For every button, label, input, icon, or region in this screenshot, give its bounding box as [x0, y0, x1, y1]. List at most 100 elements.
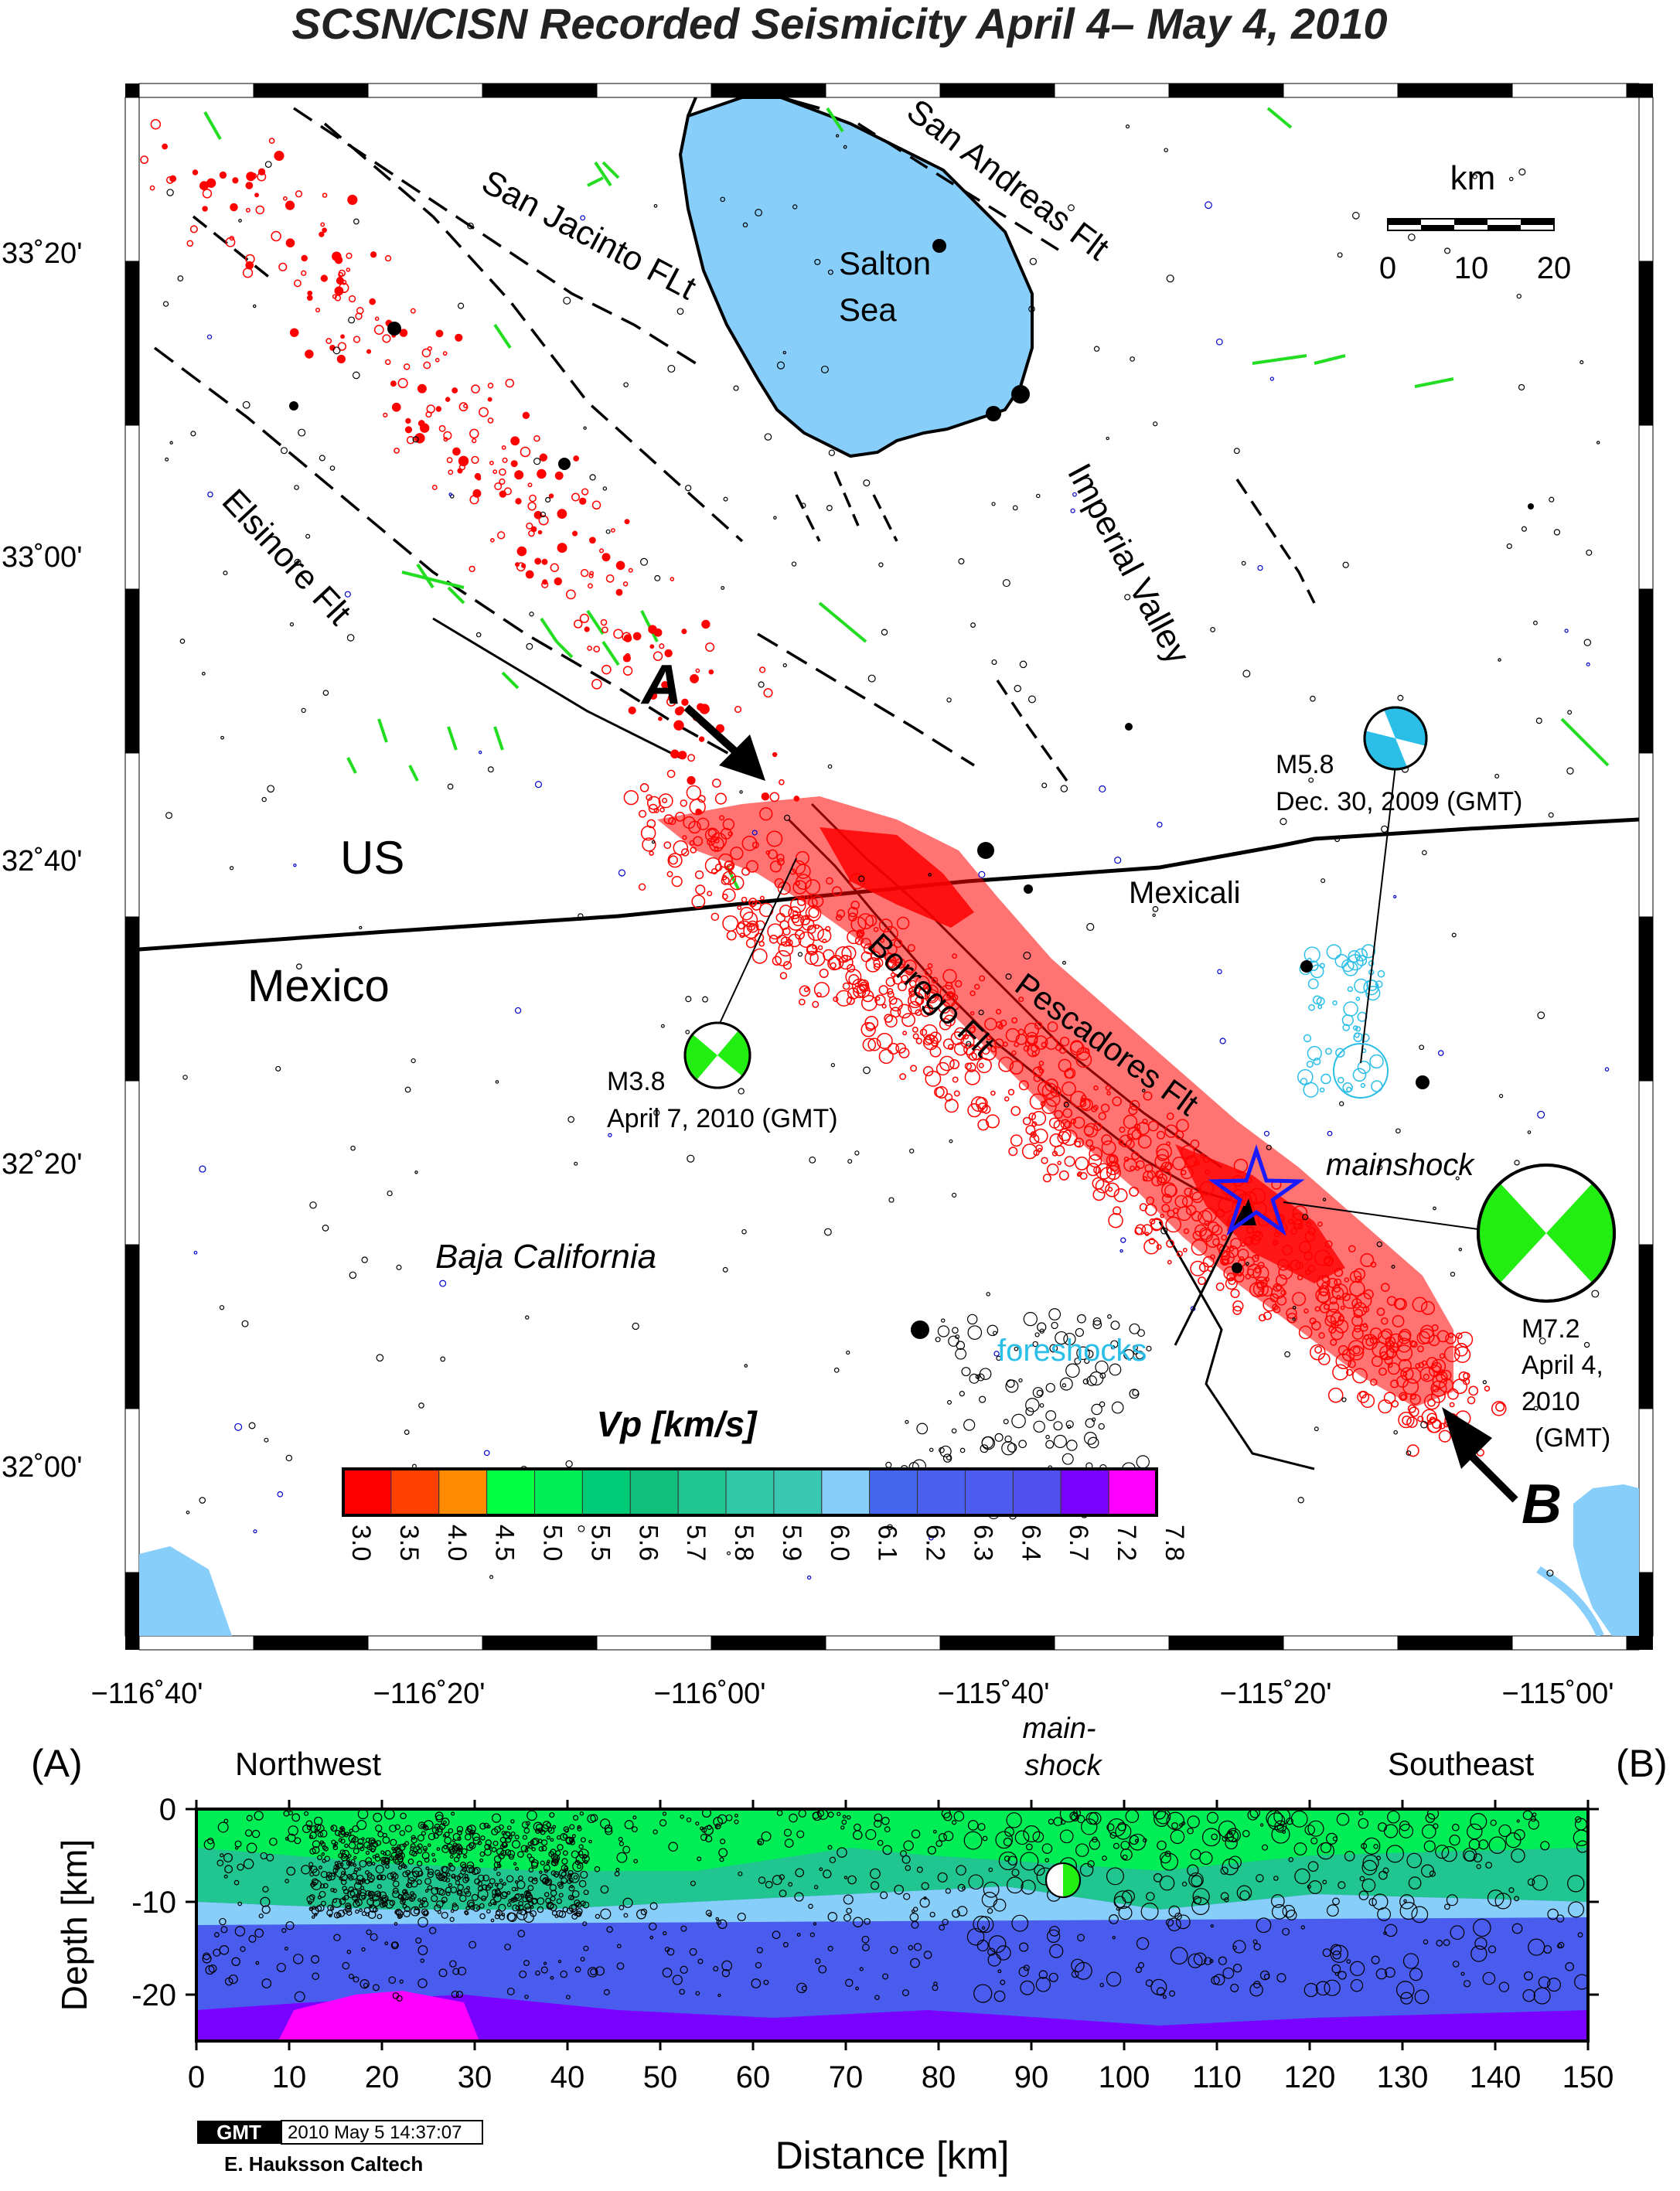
colorbar-label: 6.1 [873, 1525, 902, 1561]
lat-tick-label: 32˚20' [2, 1148, 82, 1181]
section-xtick-label: 0 [188, 2060, 205, 2094]
colorbar-swatch [1012, 1468, 1062, 1516]
section-xtick-label: 110 [1192, 2060, 1242, 2094]
southeast-label: Southeast [1388, 1746, 1534, 1782]
lon-tick-label: −115˚40' [938, 1678, 1050, 1710]
colorbar-label: 6.4 [1016, 1525, 1045, 1561]
colorbar-swatch [390, 1468, 440, 1516]
colorbar-swatch [342, 1468, 392, 1516]
m72-date-2: 2010 [1522, 1387, 1580, 1416]
section-xtick-label: 50 [643, 2060, 678, 2094]
colorbar-label: 4.0 [442, 1525, 472, 1561]
colorbar-label: 6.2 [921, 1525, 950, 1561]
sea-label: Sea [839, 291, 897, 328]
section-mainshock-1: main- [1022, 1712, 1096, 1745]
section-right-label: (B) [1616, 1742, 1668, 1785]
colorbar-swatch [773, 1468, 823, 1516]
scale-title: km [1450, 159, 1496, 197]
salton-sea [678, 97, 1034, 458]
map-panel: San Andreas Flt San Jacinto FLt Salton S… [2, 83, 1654, 1710]
mexicali-label: Mexicali [1129, 876, 1240, 910]
footer: GMT 2010 May 5 14:37:07 E. Hauksson Calt… [197, 2120, 483, 2176]
section-ytick-label: -10 [131, 1886, 176, 1920]
profile-arrows [683, 704, 1518, 1503]
colorbar-label: 6.7 [1064, 1525, 1093, 1561]
foreshocks-label: foreshocks [997, 1334, 1147, 1368]
section-xtick-label: 90 [1014, 2060, 1049, 2094]
section-xtick-label: 70 [829, 2060, 864, 2094]
m38-mag: M3.8 [607, 1067, 666, 1096]
colorbar-label: 6.3 [968, 1525, 997, 1561]
lon-tick-label: −116˚20' [373, 1678, 486, 1710]
colorbar-swatch [917, 1468, 966, 1516]
mexico-label: Mexico [247, 961, 390, 1011]
section-left-label: (A) [31, 1742, 83, 1785]
profile-a-label: A [640, 654, 682, 716]
colorbar-label: 5.6 [633, 1525, 663, 1561]
colorbar-swatch [869, 1468, 918, 1516]
lat-tick-label: 33˚00' [2, 541, 82, 574]
colorbar-swatch [725, 1468, 775, 1516]
us-label: US [340, 832, 404, 884]
m72-mag: M7.2 [1522, 1314, 1580, 1344]
scale-tick-10: 10 [1454, 251, 1489, 285]
colorbar-label: 5.8 [729, 1525, 758, 1561]
cross-section-panel: (A) (B) Northwest Southeast main- shock … [31, 1712, 1668, 2177]
lon-tick-label: −116˚00' [654, 1678, 766, 1710]
scale-tick-20: 20 [1537, 251, 1572, 285]
section-xtick-label: 120 [1284, 2060, 1336, 2094]
colorbar-label: 3.0 [346, 1525, 376, 1561]
lake-bottom-left [139, 1546, 232, 1636]
lon-tick-label: −115˚00' [1502, 1678, 1614, 1710]
lat-tick-label: 33˚20' [2, 237, 82, 270]
colorbar-swatch [1060, 1468, 1109, 1516]
colorbar-swatch [677, 1468, 727, 1516]
section-xtick-label: 80 [922, 2060, 956, 2094]
colorbar-swatch [821, 1468, 871, 1516]
lat-tick-label: 32˚40' [2, 845, 82, 877]
section-xtick-label: 30 [458, 2060, 492, 2094]
colorbar-swatch [1108, 1468, 1157, 1516]
colorbar-label: 3.5 [394, 1525, 424, 1561]
colorbar-swatch [486, 1468, 536, 1516]
section-beachball-icon [1045, 1862, 1081, 1898]
m38-date: April 7, 2010 (GMT) [607, 1104, 838, 1133]
footer-timestamp: 2010 May 5 14:37:07 [288, 2122, 462, 2143]
colorbar-swatch [438, 1468, 488, 1516]
section-xlabel: Distance [km] [775, 2134, 1010, 2177]
section-xtick-label: 130 [1377, 2060, 1429, 2094]
section-mainshock-2: shock [1024, 1750, 1102, 1782]
mainshock-star-icon [1208, 1144, 1305, 1236]
scale-bar: km 0 10 20 [1379, 159, 1571, 285]
section-xtick-label: 100 [1099, 2060, 1150, 2094]
northwest-label: Northwest [235, 1746, 381, 1782]
colorbar-swatch [629, 1468, 679, 1516]
gulf-water [1573, 1484, 1639, 1636]
latitude-labels: 33˚20' 33˚00' 32˚40' 32˚20' 32˚00' [2, 237, 82, 1484]
event-labels: M5.8 Dec. 30, 2009 (GMT) M3.8 April 7, 2… [607, 750, 1610, 1453]
scale-tick-0: 0 [1379, 251, 1396, 285]
colorbar-swatch [534, 1468, 583, 1516]
velocity-colorbar: Vp [km/s] 3.0 3.5 4.0 4.5 5.0 5.5 5.6 5.7 5.8 5.9… [342, 1404, 1189, 1561]
section-xtick-label: 40 [550, 2060, 585, 2094]
colorbar-label: 5.5 [585, 1525, 615, 1561]
section-ytick-label: 0 [159, 1793, 176, 1827]
beachball-m72-icon [1477, 1164, 1616, 1303]
m58-date: Dec. 30, 2009 (GMT) [1276, 787, 1522, 816]
green-faults [203, 107, 1610, 890]
colorbar-label: 5.9 [777, 1525, 806, 1561]
section-axis-ticks: 0 10 20 30 40 50 60 70 80 90 100 110 120 130 140 150 0 -1… [131, 1793, 1614, 2094]
footer-credit: E. Hauksson Caltech [224, 2152, 423, 2176]
figure-title: SCSN/CISN Recorded Seismicity April 4– M… [291, 0, 1387, 48]
colorbar-swatch [964, 1468, 1014, 1516]
salton-label: Salton [839, 245, 931, 281]
colorbar-title: Vp [km/s] [596, 1404, 758, 1444]
section-ytick-label: -20 [131, 1978, 176, 2012]
colorbar-label: 6.0 [825, 1525, 854, 1561]
m72-date-1: April 4, [1522, 1351, 1603, 1380]
colorbar-label: 7.2 [1112, 1525, 1141, 1561]
black-clusters [289, 239, 1534, 1339]
colorbar-label: 5.7 [681, 1525, 711, 1561]
section-hypocenters [202, 1809, 1588, 2005]
